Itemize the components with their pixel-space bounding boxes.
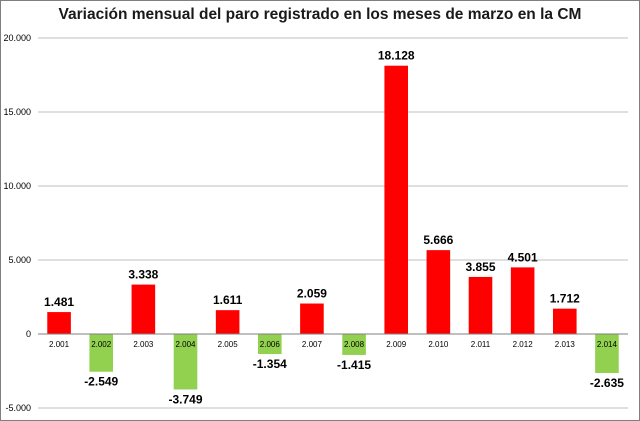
data-label: 3.338	[128, 268, 158, 282]
data-label: 18.128	[378, 49, 415, 63]
bar	[300, 303, 324, 334]
data-label: 1.481	[44, 295, 74, 309]
data-label: 4.501	[508, 250, 538, 264]
x-tick-label: 2.003	[133, 340, 154, 349]
y-tick-label: 5.000	[8, 255, 31, 265]
bar	[595, 334, 619, 373]
bar	[89, 334, 114, 372]
data-label: -2.635	[590, 376, 624, 390]
x-tick-label: 2.005	[218, 340, 239, 349]
bar	[468, 276, 493, 334]
data-label: -1.354	[253, 357, 287, 371]
data-label: -1.415	[337, 358, 371, 372]
y-tick-label: 10.000	[3, 181, 31, 191]
data-label: 1.611	[213, 293, 243, 307]
bar	[510, 267, 535, 334]
bar	[342, 334, 366, 355]
x-tick-label: 2.014	[597, 340, 618, 349]
y-tick-label: 0	[26, 329, 31, 339]
bar	[384, 65, 409, 334]
bar	[552, 308, 577, 334]
x-tick-label: 2.010	[428, 340, 449, 349]
data-label: -2.549	[84, 375, 118, 389]
x-tick-label: 2.001	[49, 340, 70, 349]
y-tick-label: -5.000	[5, 403, 31, 413]
bar	[426, 250, 451, 334]
bar	[47, 312, 71, 334]
bar	[257, 334, 282, 355]
x-tick-label: 2.008	[344, 340, 365, 349]
y-tick-label: 20.000	[3, 33, 31, 43]
data-label: 3.855	[465, 260, 495, 274]
x-tick-label: 2.004	[175, 340, 196, 349]
x-tick-label: 2.011	[471, 340, 491, 349]
data-label: 2.059	[297, 287, 327, 301]
data-label: 1.712	[550, 292, 580, 306]
data-label: 5.666	[423, 233, 453, 247]
x-tick-label: 2.002	[91, 340, 112, 349]
chart-title: Variación mensual del paro registrado en…	[58, 6, 582, 23]
x-tick-label: 2.013	[555, 340, 576, 349]
data-label: -3.749	[168, 392, 202, 406]
bar	[215, 310, 240, 334]
bar	[131, 284, 156, 334]
x-tick-label: 2.012	[513, 340, 534, 349]
y-tick-label: 15.000	[3, 107, 31, 117]
x-tick-label: 2.006	[260, 340, 281, 349]
x-tick-label: 2.007	[302, 340, 323, 349]
bar	[173, 334, 198, 390]
x-tick-label: 2.009	[386, 340, 407, 349]
